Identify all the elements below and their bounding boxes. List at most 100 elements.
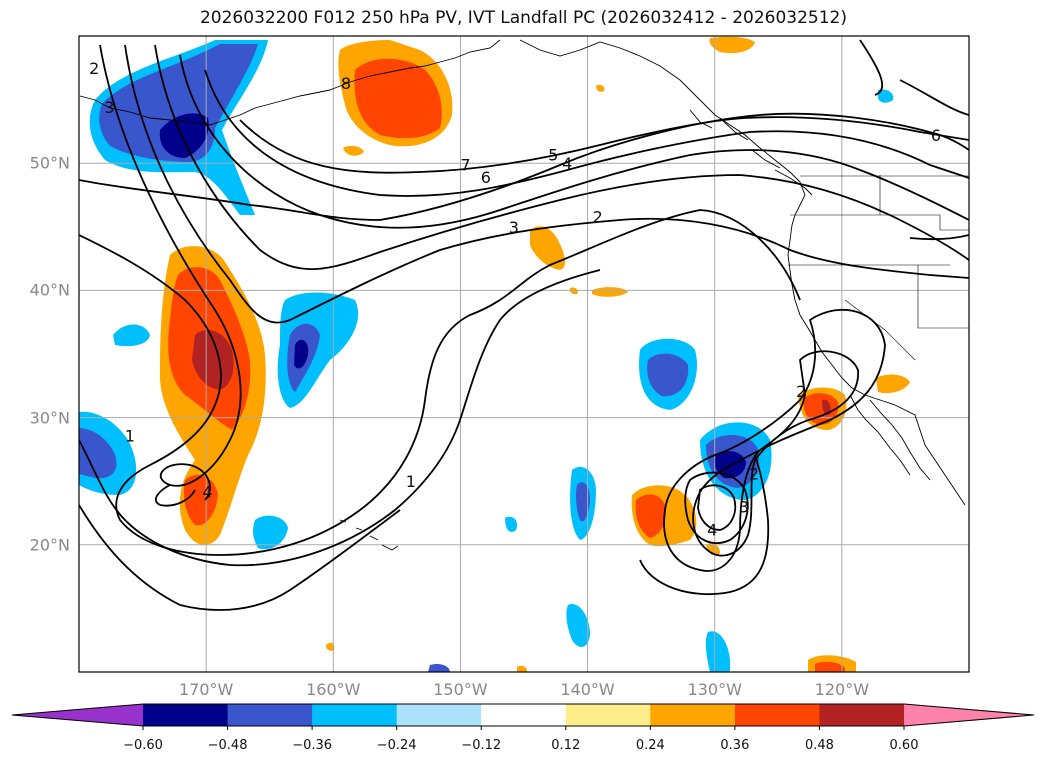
colorbar-tick-label-7: 0.36 — [720, 738, 750, 753]
contour-label-7: 2 — [89, 59, 99, 78]
pos-fill-coast — [876, 374, 910, 394]
contour-label-8: 3 — [104, 98, 114, 117]
contour-label-16: 8 — [341, 74, 351, 93]
contour-label-0: 7 — [460, 155, 470, 174]
map-frame — [78, 35, 970, 673]
contour-ridge-2 — [99, 44, 242, 501]
contour-loop-east-c — [684, 471, 749, 544]
pos-fill-west-core — [192, 330, 234, 390]
baja-west — [849, 394, 911, 476]
pos-fill-tiny-a — [596, 84, 605, 92]
neg-fill-small-d — [705, 631, 730, 672]
contour-label-14: 3 — [739, 498, 749, 517]
nevada-border — [917, 265, 969, 329]
lat-tick-label-1: 40°N — [29, 280, 70, 300]
colorbar-segment-0 — [143, 704, 229, 726]
contour-east-coast — [909, 234, 969, 241]
colorbar-tick-label-1: −0.48 — [207, 738, 248, 753]
contour-label-13: 2 — [749, 465, 759, 484]
contour-outer-0 — [79, 269, 601, 567]
pos-fill-north-mid — [354, 58, 442, 139]
colorbar-segment-5 — [565, 704, 651, 726]
lon-tick-label-2: 150°W — [433, 680, 488, 699]
colorbar-segment-1 — [227, 704, 313, 726]
colorbar-tick-label-4: −0.12 — [461, 738, 502, 753]
aleutian-chain — [79, 89, 331, 126]
alaska-coast — [519, 39, 801, 183]
colorbar-tick-label-9: 0.60 — [889, 738, 919, 753]
political-borders — [788, 175, 969, 361]
contour-label-11: 1 — [406, 472, 416, 491]
contour-ridge-5 — [179, 54, 969, 229]
contour-label-1: 6 — [481, 168, 491, 187]
contour-ridge-3 — [124, 44, 969, 324]
california-nevada-border — [844, 299, 916, 361]
pos-fill-mid-small — [530, 226, 566, 270]
contour-label-5: 2 — [593, 208, 603, 227]
neg-fill-northwest-core — [159, 113, 209, 158]
contour-ridge-6 — [204, 69, 969, 197]
neg-fill-small-b-mid — [576, 482, 590, 522]
lon-tick-label-1: 160°W — [306, 680, 361, 699]
lon-tick-label-0: 170°W — [178, 680, 234, 699]
contour-label-15: 4 — [707, 521, 717, 540]
pos-fill-dot-a — [326, 642, 335, 651]
colorbar-tick-label-5: 0.12 — [551, 738, 581, 753]
colorbar-tick-label-3: −0.24 — [376, 738, 417, 753]
contour-label-4: 3 — [509, 218, 519, 237]
lat-tick-label-0: 50°N — [29, 153, 70, 173]
contour-loop-east-outer — [639, 454, 770, 596]
neg-fill-center-core — [294, 339, 309, 369]
contour-outer-1 — [79, 209, 801, 556]
pos-fill-south-mid — [635, 494, 666, 538]
contour-ridge-4 — [154, 44, 969, 270]
colorbar-segment-8 — [819, 704, 905, 726]
colorbar-segment-4 — [481, 704, 567, 726]
alaska-islands — [689, 109, 781, 169]
contour-label-2: 5 — [548, 145, 558, 164]
alaska-peninsula — [329, 39, 501, 91]
contour-east-6 — [899, 79, 969, 116]
colorbar-tick-label-8: 0.48 — [804, 738, 834, 753]
pos-fill-east-mid — [803, 393, 839, 425]
map-gridlines — [79, 36, 969, 672]
washington-oregon-border — [790, 175, 881, 216]
contour-loop-east-a — [663, 308, 886, 572]
neg-fill-small-c — [566, 604, 590, 647]
baja-coast — [869, 399, 931, 481]
pos-fill-mid-thin — [592, 287, 628, 297]
colorbar-extend-high — [904, 704, 1034, 726]
colorbar-extend-low — [12, 704, 143, 726]
bc-coast — [791, 181, 806, 226]
contour-label-12: 2 — [796, 382, 806, 401]
neg-fill-mid-east-mid — [647, 353, 689, 397]
contour-west-small — [155, 484, 196, 507]
colorbar-segment-7 — [734, 704, 820, 726]
pv-shading — [79, 36, 910, 672]
neg-fill-northwest-mid — [99, 44, 258, 162]
contour-loop-east-d — [697, 484, 737, 531]
lon-tick-label-4: 130°W — [687, 680, 742, 699]
lat-tick-label-3: 20°N — [29, 535, 70, 555]
hawaii-islands — [339, 519, 399, 551]
lon-tick-label-5: 120°W — [814, 680, 870, 699]
ivt-contours — [79, 39, 969, 611]
contour-label-3: 4 — [562, 154, 572, 173]
colorbar-segment-2 — [312, 704, 398, 726]
contour-label-6: 6 — [931, 126, 941, 145]
pos-fill-dot-b — [517, 665, 528, 672]
contour-east-top — [859, 39, 884, 96]
colorbar-tick-label-6: 0.24 — [635, 738, 665, 753]
contour-label-9: 1 — [125, 426, 135, 445]
lat-tick-label-2: 30°N — [29, 408, 70, 428]
pos-fill-north-small-a — [343, 145, 364, 156]
idaho-border — [880, 214, 969, 231]
contour-ridge-7 — [239, 116, 969, 174]
colorbar — [11, 703, 1035, 730]
neg-fill-west-edge-mid — [79, 428, 117, 479]
pos-fill-east-core — [822, 399, 831, 416]
colorbar-tick-label-2: −0.36 — [292, 738, 333, 753]
pos-fill-north-small-b — [709, 36, 755, 54]
